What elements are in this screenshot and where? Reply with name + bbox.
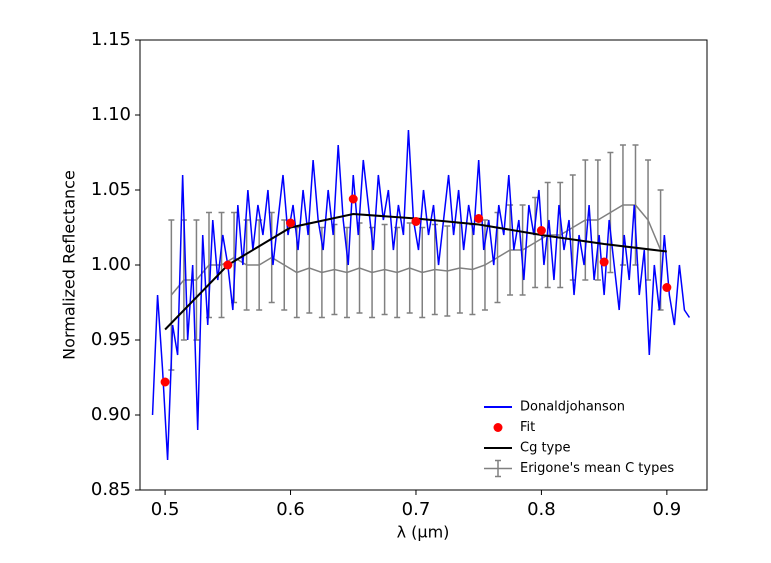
x-tick-label: 0.7 — [402, 499, 431, 520]
y-tick-label: 0.85 — [91, 479, 131, 500]
y-axis-label: Normalized Reflectance — [60, 170, 79, 360]
data-line — [170, 204, 662, 296]
data-line — [151, 129, 691, 461]
y-tick-label: 1.00 — [91, 254, 131, 275]
fit-point — [348, 194, 358, 204]
x-tick-label: 0.5 — [151, 499, 180, 520]
x-tick-label: 0.9 — [653, 499, 682, 520]
x-tick-label: 0.6 — [276, 499, 305, 520]
axes-frame — [139, 39, 708, 491]
legend-swatch — [484, 459, 512, 478]
fit-point — [474, 214, 484, 223]
x-axis-label: λ (μm) — [397, 523, 450, 542]
x-tick-label: 0.8 — [527, 499, 556, 520]
fit-point — [599, 257, 609, 267]
y-tick-label: 1.05 — [91, 179, 131, 200]
y-tick-label: 0.95 — [91, 329, 131, 350]
plot-area — [151, 129, 691, 461]
legend-label: Fit — [520, 420, 535, 435]
fit-point — [223, 260, 233, 270]
y-tick-label: 0.90 — [91, 404, 131, 425]
fit-point — [662, 283, 672, 292]
fit-point — [286, 218, 296, 228]
fit-point — [411, 217, 421, 226]
legend-label: Erigone's mean C types — [520, 461, 674, 476]
fit-point — [536, 226, 546, 235]
legend-swatch — [493, 423, 503, 432]
y-tick-label: 1.15 — [91, 29, 131, 50]
legend-label: Donaldjohanson — [520, 400, 625, 415]
fit-point — [160, 377, 170, 387]
legend-label: Cg type — [520, 441, 571, 456]
y-tick-label: 1.10 — [91, 104, 131, 125]
